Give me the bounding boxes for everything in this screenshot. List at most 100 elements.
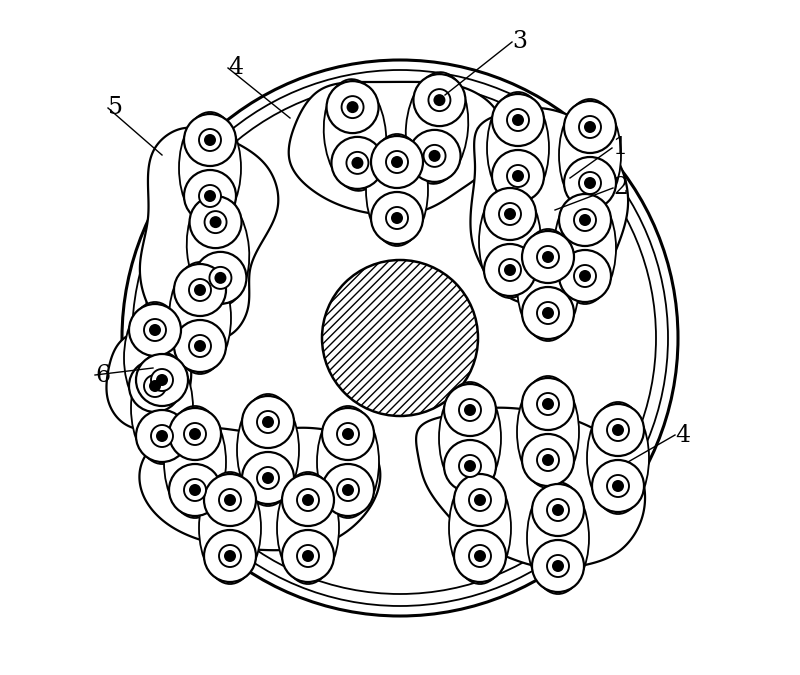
Circle shape bbox=[469, 489, 491, 511]
Circle shape bbox=[204, 474, 256, 526]
Circle shape bbox=[499, 259, 521, 281]
Circle shape bbox=[282, 474, 334, 526]
Circle shape bbox=[552, 560, 564, 572]
Ellipse shape bbox=[449, 472, 511, 584]
Ellipse shape bbox=[406, 72, 468, 184]
Circle shape bbox=[190, 196, 242, 248]
Circle shape bbox=[434, 94, 446, 106]
Circle shape bbox=[547, 555, 569, 577]
Circle shape bbox=[169, 408, 221, 460]
Ellipse shape bbox=[179, 112, 241, 224]
Ellipse shape bbox=[164, 406, 226, 518]
Circle shape bbox=[351, 157, 363, 169]
Circle shape bbox=[542, 398, 554, 410]
Ellipse shape bbox=[124, 302, 186, 414]
Circle shape bbox=[444, 384, 496, 436]
Circle shape bbox=[537, 449, 559, 471]
Circle shape bbox=[429, 150, 441, 162]
Circle shape bbox=[537, 302, 559, 324]
Ellipse shape bbox=[277, 472, 339, 584]
Circle shape bbox=[612, 424, 624, 436]
Circle shape bbox=[574, 265, 596, 287]
Circle shape bbox=[386, 207, 408, 229]
Circle shape bbox=[210, 267, 231, 289]
Ellipse shape bbox=[487, 92, 549, 204]
Circle shape bbox=[371, 192, 423, 244]
Ellipse shape bbox=[479, 186, 541, 298]
Circle shape bbox=[512, 114, 524, 126]
Polygon shape bbox=[106, 330, 191, 430]
Circle shape bbox=[214, 272, 226, 284]
Polygon shape bbox=[470, 108, 628, 305]
Circle shape bbox=[174, 320, 226, 372]
Circle shape bbox=[559, 194, 611, 246]
Ellipse shape bbox=[527, 482, 589, 594]
Circle shape bbox=[262, 416, 274, 428]
Circle shape bbox=[459, 399, 481, 421]
Circle shape bbox=[184, 170, 236, 222]
Circle shape bbox=[199, 185, 221, 207]
Circle shape bbox=[469, 545, 491, 567]
Circle shape bbox=[257, 467, 279, 489]
Circle shape bbox=[559, 250, 611, 302]
Circle shape bbox=[189, 335, 211, 357]
Circle shape bbox=[136, 410, 188, 462]
Circle shape bbox=[542, 454, 554, 466]
Circle shape bbox=[574, 209, 596, 231]
Ellipse shape bbox=[554, 192, 616, 304]
Circle shape bbox=[189, 428, 201, 440]
Polygon shape bbox=[139, 428, 380, 550]
Circle shape bbox=[371, 136, 423, 188]
Ellipse shape bbox=[199, 472, 261, 584]
Circle shape bbox=[409, 130, 461, 182]
Circle shape bbox=[391, 156, 403, 168]
Circle shape bbox=[184, 479, 206, 501]
Circle shape bbox=[444, 440, 496, 492]
Circle shape bbox=[414, 74, 466, 126]
Circle shape bbox=[189, 484, 201, 496]
Ellipse shape bbox=[186, 194, 250, 306]
Circle shape bbox=[579, 172, 601, 194]
Circle shape bbox=[504, 208, 516, 220]
Circle shape bbox=[194, 284, 206, 296]
Circle shape bbox=[210, 216, 222, 228]
Circle shape bbox=[522, 378, 574, 430]
Circle shape bbox=[484, 244, 536, 296]
Circle shape bbox=[454, 530, 506, 582]
Circle shape bbox=[579, 270, 591, 282]
Circle shape bbox=[612, 480, 624, 492]
Ellipse shape bbox=[559, 99, 621, 211]
Circle shape bbox=[522, 287, 574, 339]
Circle shape bbox=[205, 211, 226, 233]
Ellipse shape bbox=[517, 376, 579, 488]
Circle shape bbox=[386, 151, 408, 173]
Circle shape bbox=[592, 460, 644, 512]
Circle shape bbox=[542, 307, 554, 319]
Circle shape bbox=[337, 479, 359, 501]
Ellipse shape bbox=[587, 402, 649, 514]
Circle shape bbox=[459, 455, 481, 477]
Circle shape bbox=[492, 150, 544, 202]
Circle shape bbox=[507, 109, 529, 131]
Circle shape bbox=[156, 374, 168, 386]
Circle shape bbox=[262, 472, 274, 484]
Circle shape bbox=[474, 494, 486, 506]
Circle shape bbox=[219, 545, 241, 567]
Text: 3: 3 bbox=[512, 30, 527, 53]
Circle shape bbox=[224, 550, 236, 562]
Circle shape bbox=[302, 494, 314, 506]
Circle shape bbox=[149, 380, 161, 392]
Circle shape bbox=[144, 375, 166, 397]
Polygon shape bbox=[289, 82, 502, 215]
Ellipse shape bbox=[169, 262, 231, 374]
Ellipse shape bbox=[324, 79, 386, 191]
Circle shape bbox=[204, 190, 216, 202]
Circle shape bbox=[204, 134, 216, 146]
Circle shape bbox=[592, 404, 644, 456]
Circle shape bbox=[474, 550, 486, 562]
Circle shape bbox=[607, 475, 629, 497]
Circle shape bbox=[542, 251, 554, 263]
Circle shape bbox=[464, 460, 476, 472]
Circle shape bbox=[346, 101, 358, 113]
Circle shape bbox=[584, 177, 596, 189]
